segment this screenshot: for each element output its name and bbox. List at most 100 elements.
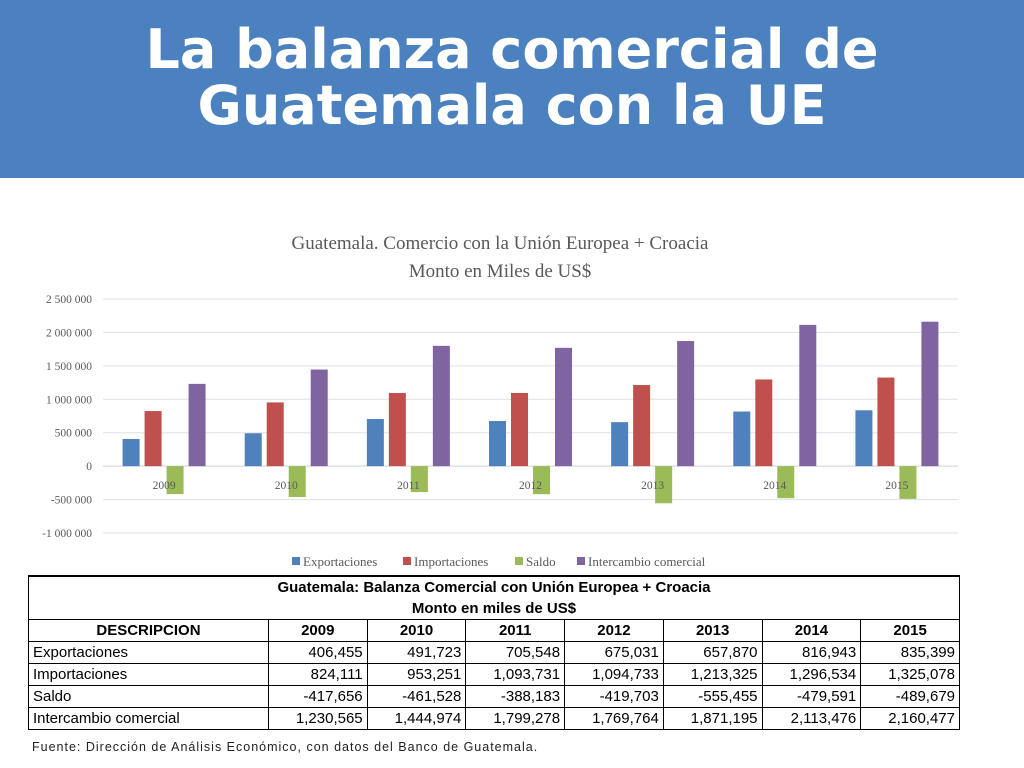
y-tick-label: 0 — [86, 461, 92, 473]
bar-intercambio-comercial-2010 — [310, 369, 328, 467]
table-cell: 675,031 — [564, 641, 664, 664]
x-tick-label: 2015 — [885, 480, 908, 492]
bar-intercambio-comercial-2011 — [432, 345, 450, 467]
table-row: Exportaciones 406,455 491,723 705,548 675,03… — [28, 641, 960, 664]
bar-importaciones-2012 — [511, 392, 528, 467]
table-cell: 1,093,731 — [465, 663, 566, 686]
bar-importaciones-2009 — [144, 411, 162, 467]
legend-label: Intercambio comercial — [588, 554, 706, 569]
table-cell: 824,111 — [267, 663, 368, 686]
bar-exportaciones-2015 — [855, 410, 873, 467]
table-cell: 1,325,078 — [860, 663, 960, 686]
table-cell: 1,230,565 — [267, 707, 368, 730]
bar-intercambio-comercial-2012 — [555, 347, 572, 467]
bar-saldo-2015 — [899, 466, 917, 499]
column-header-2013: 2013 — [662, 619, 763, 642]
y-axis-tick-labels: 2 500 000 2 000 000 1 500 000 1 000 000 500 … — [42, 294, 92, 540]
bar-exportaciones-2011 — [366, 418, 384, 467]
column-header-2010: 2010 — [366, 619, 467, 642]
slide-title: La balanza comercial de Guatemala con la… — [0, 22, 1024, 134]
slide-title-line-1: La balanza comercial de — [145, 18, 879, 81]
bar-saldo-2010 — [288, 466, 306, 497]
y-tick-label: 1 500 000 — [46, 361, 92, 373]
legend-label: Importaciones — [414, 554, 488, 569]
row-label: Intercambio comercial — [28, 707, 269, 730]
bar-exportaciones-2013 — [611, 422, 629, 467]
bar-importaciones-2014 — [755, 379, 773, 467]
table-body: Exportaciones 406,455 491,723 705,548 675,03… — [28, 641, 960, 730]
chart-subtitle: Monto en Miles de US$ — [409, 261, 592, 282]
title-banner: La balanza comercial de Guatemala con la… — [0, 0, 1024, 178]
table-cell: 1,769,764 — [564, 707, 664, 730]
table-row: Importaciones 824,111 953,251 1,093,731 1,09… — [28, 663, 960, 686]
x-tick-label: 2011 — [397, 480, 420, 492]
bar-exportaciones-2012 — [489, 421, 506, 467]
legend-swatch — [403, 557, 411, 565]
trade-balance-table: Guatemala: Balanza Comercial con Unión E… — [28, 575, 960, 730]
row-label: Exportaciones — [28, 641, 269, 664]
column-header-2015: 2015 — [860, 619, 960, 642]
bar-saldo-2012 — [533, 466, 550, 495]
x-tick-label: 2014 — [763, 480, 786, 492]
table-cell: -555,455 — [662, 685, 763, 708]
table-cell: 705,548 — [465, 641, 566, 664]
table-cell: 1,296,534 — [761, 663, 862, 686]
chart-bars — [122, 321, 939, 504]
chart-legend: Exportaciones Importaciones Saldo Intercamb… — [292, 554, 706, 569]
table-cell: -388,183 — [465, 685, 566, 708]
bar-importaciones-2011 — [388, 393, 406, 467]
trade-bar-chart: Guatemala. Comercio con la Unión Europea… — [42, 233, 958, 569]
table-cell: 1,094,733 — [564, 663, 664, 686]
column-header-2011: 2011 — [465, 619, 566, 642]
bar-saldo-2011 — [410, 466, 428, 493]
bar-intercambio-comercial-2015 — [921, 321, 939, 467]
bar-importaciones-2010 — [266, 402, 284, 467]
table-header-row: DESCRIPCION 2009 2010 2011 2012 2013 2014 2015 — [28, 619, 960, 642]
bar-importaciones-2015 — [877, 377, 895, 467]
x-axis-tick-labels: 2009 2010 2011 2012 2013 2014 2015 — [153, 480, 909, 492]
legend-swatch — [577, 557, 585, 565]
table-cell: 816,943 — [761, 641, 862, 664]
column-header-2012: 2012 — [564, 619, 664, 642]
bar-exportaciones-2009 — [122, 438, 140, 467]
table-cell: 657,870 — [662, 641, 763, 664]
table-cell: -419,703 — [564, 685, 664, 708]
bar-intercambio-comercial-2009 — [188, 383, 206, 467]
table-cell: 406,455 — [267, 641, 368, 664]
row-label: Saldo — [28, 685, 269, 708]
table-cell: -479,591 — [761, 685, 862, 708]
table-cell: 1,213,325 — [662, 663, 763, 686]
table-cell: 491,723 — [366, 641, 467, 664]
table-cell: -461,528 — [366, 685, 467, 708]
table-cell: 2,113,476 — [761, 707, 862, 730]
bar-saldo-2009 — [166, 466, 184, 495]
bar-exportaciones-2014 — [733, 411, 751, 467]
bar-saldo-2014 — [777, 466, 795, 499]
table-cell: 1,799,278 — [465, 707, 566, 730]
x-tick-label: 2012 — [519, 480, 542, 492]
chart-gridlines — [103, 298, 958, 534]
y-tick-label: 500 000 — [55, 428, 93, 440]
y-tick-label: 2 500 000 — [46, 294, 92, 306]
legend-swatch — [515, 557, 523, 565]
column-header-2014: 2014 — [761, 619, 862, 642]
table-title-row: Guatemala: Balanza Comercial con Unión E… — [28, 575, 960, 598]
y-tick-label: 1 000 000 — [46, 394, 92, 406]
x-tick-label: 2013 — [641, 480, 664, 492]
table-subtitle: Monto en miles de US$ — [28, 598, 960, 620]
chart-title: Guatemala. Comercio con la Unión Europea… — [292, 233, 710, 254]
table-cell: -489,679 — [860, 685, 960, 708]
bar-intercambio-comercial-2014 — [799, 324, 817, 467]
table-row: Intercambio comercial 1,230,565 1,444,974 1… — [28, 707, 960, 730]
table-cell: 1,444,974 — [366, 707, 467, 730]
slide-title-line-2: Guatemala con la UE — [197, 74, 827, 137]
column-header-descripcion: DESCRIPCION — [28, 619, 269, 642]
x-tick-label: 2010 — [275, 480, 298, 492]
bar-saldo-2013 — [655, 466, 673, 504]
table-cell: -417,656 — [267, 685, 368, 708]
table-title: Guatemala: Balanza Comercial con Unión E… — [28, 575, 960, 598]
y-tick-label: 2 000 000 — [46, 327, 92, 339]
table-cell: 1,871,195 — [662, 707, 763, 730]
bar-exportaciones-2010 — [244, 433, 262, 467]
table-subtitle-row: Monto en miles de US$ — [28, 598, 960, 620]
